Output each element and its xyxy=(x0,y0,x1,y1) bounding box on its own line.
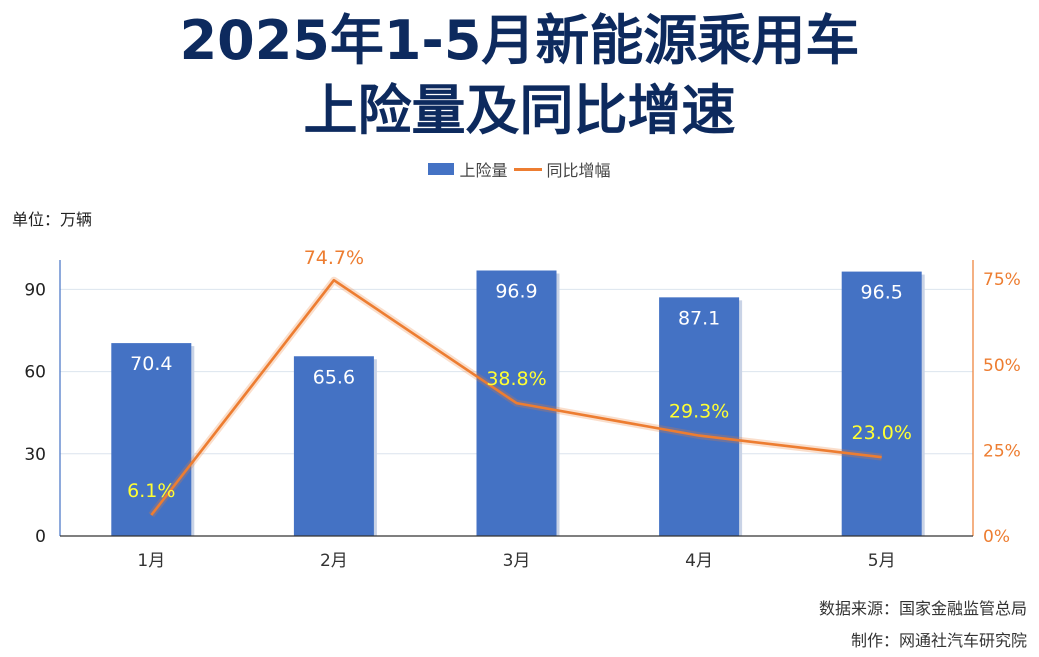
y-left-tick-label: 0 xyxy=(35,527,46,547)
bar-value-label: 96.9 xyxy=(495,280,537,302)
line-value-label: 6.1% xyxy=(127,480,175,502)
line-value-label: 29.3% xyxy=(669,401,729,423)
y-left-tick-label: 90 xyxy=(24,280,46,300)
y-left-tick-label: 30 xyxy=(24,445,46,465)
x-tick-label: 5月 xyxy=(868,551,896,571)
legend-item-bar: 上险量 xyxy=(428,157,508,181)
unit-label: 单位：万辆 xyxy=(12,210,93,229)
bar xyxy=(841,271,922,536)
x-tick-label: 1月 xyxy=(137,551,165,571)
bar-value-label: 70.4 xyxy=(130,353,172,375)
combo-chart: 0 30 60 90 0% 25% 50% 75% 70.4 1月 65.6 2月 96.9 3月 87.1… xyxy=(24,247,1021,571)
bar-value-label: 87.1 xyxy=(678,307,720,329)
legend-line-swatch xyxy=(513,167,542,171)
line-value-label: 38.8% xyxy=(486,368,546,390)
line-value-label: 74.7% xyxy=(304,247,364,269)
yoy-line xyxy=(150,278,882,516)
x-tick-label: 2月 xyxy=(320,551,348,571)
legend-bar-swatch xyxy=(428,163,455,175)
x-tick-label: 3月 xyxy=(503,551,531,571)
legend: 上险量 同比增幅 xyxy=(0,157,1039,181)
chart-title-line1: 2025年1-5月新能源乘用车 xyxy=(179,9,860,72)
bar xyxy=(659,297,740,536)
bar-value-label: 65.6 xyxy=(313,366,355,388)
bar-value-label: 96.5 xyxy=(861,282,903,304)
maker-note: 制作：网通社汽车研究院 xyxy=(850,631,1027,650)
legend-item-line: 同比增幅 xyxy=(513,157,611,181)
bar xyxy=(293,356,374,536)
y-left-tick-label: 60 xyxy=(24,363,46,383)
y-right-tick-label: 50% xyxy=(983,356,1021,376)
x-tick-label: 4月 xyxy=(685,551,713,571)
chart-title-line2: 上险量及同比增速 xyxy=(303,79,736,142)
bar xyxy=(111,343,192,536)
line-value-label: 23.0% xyxy=(852,422,912,444)
y-right-tick-label: 25% xyxy=(983,441,1021,461)
y-right-tick-label: 75% xyxy=(983,270,1021,290)
source-note: 数据来源：国家金融监管总局 xyxy=(818,599,1027,618)
legend-line-label: 同比增幅 xyxy=(546,161,611,180)
legend-bar-label: 上险量 xyxy=(459,161,508,180)
y-right-tick-label: 0% xyxy=(983,527,1010,547)
